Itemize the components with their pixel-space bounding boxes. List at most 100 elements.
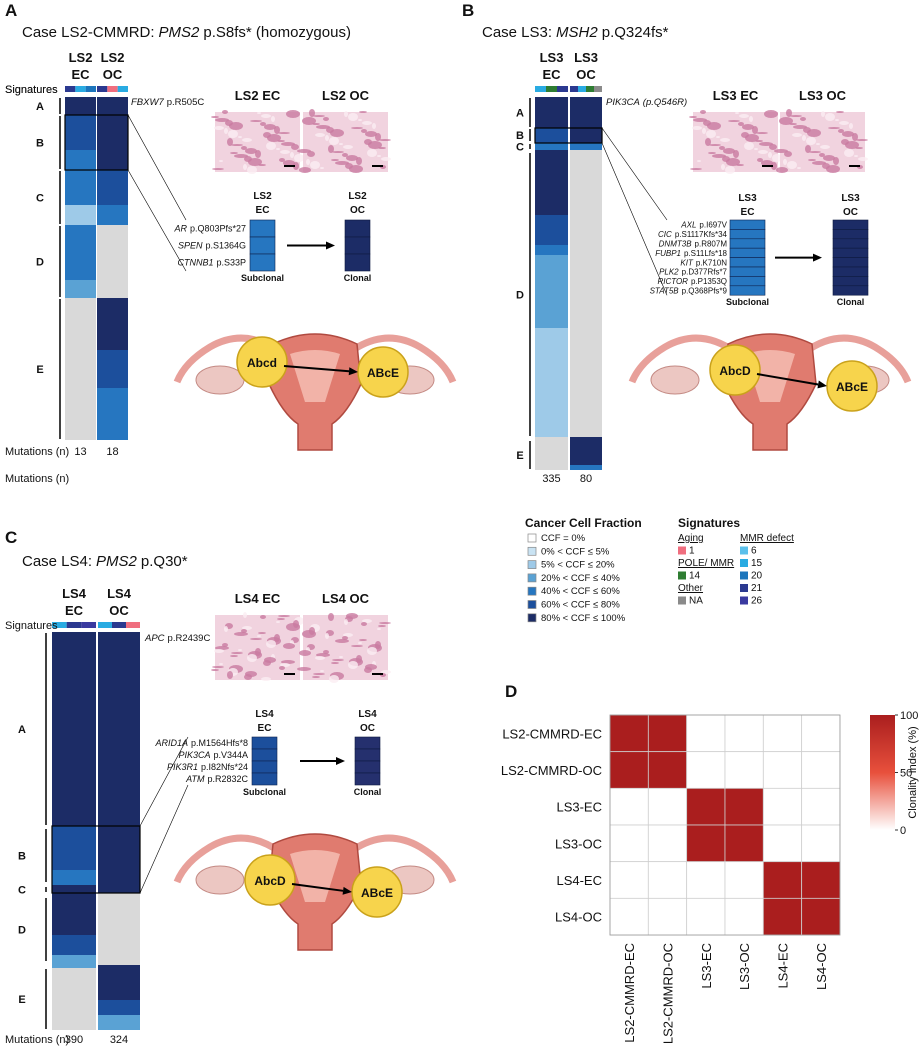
histology-texture: [739, 114, 749, 118]
cluster-label: C: [516, 142, 524, 154]
clone-label: ABcE: [836, 380, 868, 394]
legend-swatch: [527, 600, 537, 609]
legend-item: 80% < CCF ≤ 100%: [541, 613, 626, 624]
histology-texture: [263, 660, 271, 666]
histology-texture: [361, 129, 367, 133]
signatures-label: Signatures: [5, 620, 58, 632]
histology-texture: [803, 127, 811, 133]
histology-texture: [351, 127, 363, 129]
histology-texture: [841, 139, 849, 145]
subclonal-row: [729, 285, 766, 296]
histology-texture: [250, 120, 262, 122]
heatmap-cell: [724, 714, 764, 753]
histology-texture: [297, 667, 311, 671]
column-label: LS4-OC: [814, 943, 829, 990]
clonal-row: [344, 253, 371, 272]
histology-title: LS3 OC: [799, 88, 847, 103]
histology-texture: [808, 159, 816, 161]
histology-texture: [219, 663, 223, 665]
driver-mutation-part: CIC: [658, 230, 672, 239]
histology-texture: [728, 120, 740, 122]
heatmap-cell: [686, 824, 726, 863]
legend-item: 20% < CCF ≤ 40%: [541, 573, 620, 584]
diagram-header: LS4: [255, 709, 274, 720]
legend-item: 21: [751, 583, 763, 594]
histology-texture: [242, 138, 252, 142]
ccf-block: [570, 143, 602, 150]
histology-texture: [215, 646, 229, 650]
legend-swatch: [527, 546, 537, 556]
histology-texture: [234, 632, 248, 636]
histology-texture: [266, 640, 276, 648]
panel-title: Case LS2-CMMRD: PMS2 p.S8fs* (homozygous): [22, 24, 351, 41]
clonal-label: Clonal: [344, 273, 372, 283]
histology-texture: [362, 619, 372, 623]
subclonal-row: [251, 772, 278, 786]
histology-title: LS3 EC: [713, 88, 759, 103]
ccf-block: [52, 968, 96, 1030]
histology-title: LS2 OC: [322, 88, 370, 103]
subclonal-label: Subclonal: [243, 787, 286, 797]
clonal-row: [832, 276, 869, 287]
histology-texture: [260, 122, 266, 126]
clonal-row: [344, 236, 371, 255]
histology-texture: [227, 671, 233, 679]
histology-texture: [332, 659, 344, 661]
histology-texture: [377, 628, 381, 630]
cluster-label: E: [516, 450, 523, 462]
legend-swatch: [740, 546, 748, 555]
signature-strip: [81, 622, 96, 628]
histology-texture: [802, 135, 806, 141]
histology-texture: [344, 111, 348, 117]
histology-texture: [776, 167, 788, 173]
histology-texture: [241, 146, 247, 150]
histology-texture: [816, 143, 820, 145]
histology-texture: [692, 126, 702, 130]
heatmap-cell: [724, 824, 764, 863]
histology-texture: [823, 155, 835, 161]
histology-texture: [689, 116, 697, 118]
signature-strip: [85, 86, 96, 92]
histology-texture: [761, 160, 773, 166]
histology-texture: [812, 161, 826, 165]
histology-texture: [709, 144, 721, 146]
histology-texture: [367, 149, 377, 157]
driver-mutation-part: FUBP1: [655, 249, 681, 258]
heatmap-cell: [801, 751, 841, 789]
panel-title-part: MSH2: [556, 24, 598, 41]
arrow-head: [326, 241, 335, 250]
ccf-block: [535, 245, 568, 255]
histology-texture: [720, 138, 730, 142]
histology-texture: [359, 111, 367, 113]
histology-texture: [279, 158, 285, 162]
row-label: LS3-OC: [555, 836, 602, 851]
ccf-block: [535, 328, 568, 437]
panel-title-part: Case LS2-CMMRD:: [22, 24, 155, 41]
histology-texture: [271, 116, 275, 122]
cluster-label: D: [36, 257, 44, 269]
row-label: LS4-OC: [555, 910, 602, 925]
ccf-block: [97, 170, 128, 205]
histology-texture: [291, 144, 299, 150]
driver-mutation-part: PIK3R1: [167, 762, 198, 772]
heatmap-cell: [647, 714, 688, 753]
top-mutation: PIK3CA (p.Q546R): [606, 97, 687, 108]
heatmap-cell: [647, 861, 688, 899]
histology-texture: [764, 110, 778, 118]
histology-texture: [335, 639, 349, 643]
column-label: LS3-OC: [737, 943, 752, 990]
heatmap-cell: [647, 824, 688, 863]
histology-texture: [790, 115, 802, 117]
clone-label: ABcE: [367, 366, 399, 380]
signature-strip: [112, 622, 126, 628]
histology-texture: [705, 138, 711, 146]
panel-letter: D: [505, 682, 517, 701]
legend-swatch: [678, 571, 686, 580]
column-header: LS3: [574, 50, 598, 65]
histology-texture: [290, 152, 294, 158]
histology-texture: [335, 161, 349, 165]
subclonal-row: [729, 276, 766, 287]
histology-texture: [345, 163, 353, 169]
driver-mutation-part: ATM: [185, 774, 205, 784]
legend-swatch: [527, 613, 537, 623]
